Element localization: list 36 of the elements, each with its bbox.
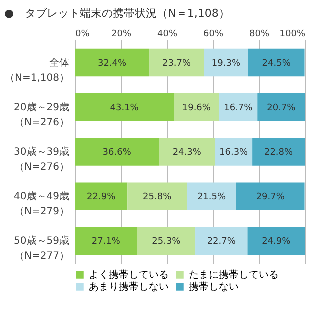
x-tick-label: 20%	[111, 30, 132, 40]
x-tick-label: 0%	[76, 30, 90, 40]
data-label: 22.8%	[264, 148, 294, 158]
data-label: 23.7%	[162, 58, 192, 69]
data-label: 22.9%	[87, 192, 116, 203]
data-label: 19.3%	[212, 58, 241, 69]
chart-title: ● タブレット端末の携帯状況（N＝1,108）	[4, 7, 230, 20]
data-label: 43.1%	[110, 103, 140, 114]
x-tick-label: 100%	[280, 30, 306, 40]
y-tick-label: 30歳～39歳（N=276）	[14, 146, 70, 173]
data-label: 22.7%	[207, 237, 236, 248]
x-tick-label: 40%	[157, 30, 178, 40]
data-label: 32.4%	[98, 58, 127, 69]
y-tick-label: 50歳～59歳（N=277）	[14, 235, 70, 262]
data-label: 36.6%	[102, 148, 132, 158]
y-tick-label: 20歳～29歳（N=276）	[14, 101, 70, 128]
y-tick-label: 40歳～49歳（N=279）	[14, 190, 70, 218]
data-label: 27.1%	[92, 237, 121, 248]
data-label: 25.8%	[143, 192, 172, 203]
data-label: 29.7%	[256, 192, 286, 203]
legend-label: 携帯しない	[189, 281, 239, 293]
y-tick-label: 全体（N=1,108）	[5, 56, 70, 84]
data-label: 24.5%	[262, 58, 292, 69]
data-label: 24.3%	[172, 148, 202, 158]
x-tick-label: 60%	[203, 30, 224, 40]
legend-label: あまり携帯しない	[89, 281, 169, 293]
legend-label: たまに携帯している	[189, 269, 279, 281]
data-label: 20.7%	[267, 103, 296, 114]
data-label: 16.3%	[220, 148, 249, 158]
x-tick-label: 80%	[249, 30, 270, 40]
legend-label: よく携帯している	[89, 269, 169, 281]
data-label: 21.5%	[197, 192, 226, 203]
data-label: 16.7%	[224, 103, 254, 114]
data-label: 19.6%	[182, 103, 212, 114]
data-label: 24.9%	[262, 237, 292, 248]
data-label: 25.3%	[152, 237, 182, 248]
